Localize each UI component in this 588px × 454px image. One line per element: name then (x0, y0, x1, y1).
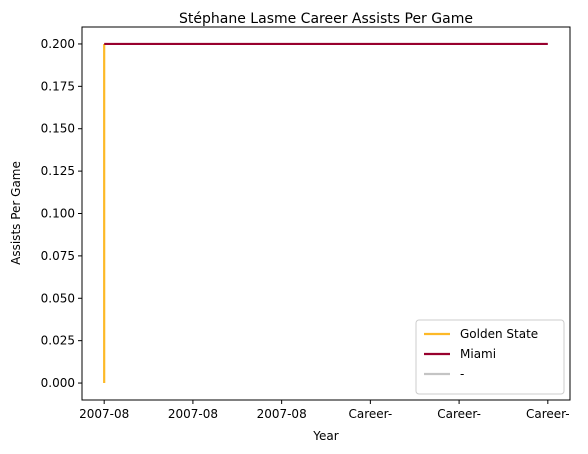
legend-label-miami: Miami (460, 347, 496, 361)
y-tick-label: 0.175 (41, 79, 75, 93)
y-tick-label: 0.025 (41, 334, 75, 348)
chart-title: Stéphane Lasme Career Assists Per Game (179, 11, 473, 27)
legend-label-golden-state: Golden State (460, 327, 538, 341)
x-tick-label: Career- (526, 407, 570, 421)
y-axis-label: Assists Per Game (9, 161, 23, 265)
legend: Golden State Miami - (415, 319, 565, 395)
legend-box (415, 319, 565, 395)
x-tick-label: Career- (437, 407, 481, 421)
x-tick-label: 2007-08 (168, 407, 218, 421)
x-tick-label: Career- (349, 407, 393, 421)
y-tick-label: 0.050 (41, 291, 75, 305)
x-axis-label: Year (312, 429, 338, 443)
legend-label-unnamed: - (460, 367, 464, 381)
y-tick-label: 0.125 (41, 164, 75, 178)
y-tick-label: 0.100 (41, 207, 75, 221)
x-tick-label: 2007-08 (257, 407, 307, 421)
y-tick-label: 0.000 (41, 376, 75, 390)
y-tick-label: 0.150 (41, 122, 75, 136)
x-tick-label: 2007-08 (79, 407, 129, 421)
y-tick-label: 0.200 (41, 37, 75, 51)
y-tick-label: 0.075 (41, 249, 75, 263)
